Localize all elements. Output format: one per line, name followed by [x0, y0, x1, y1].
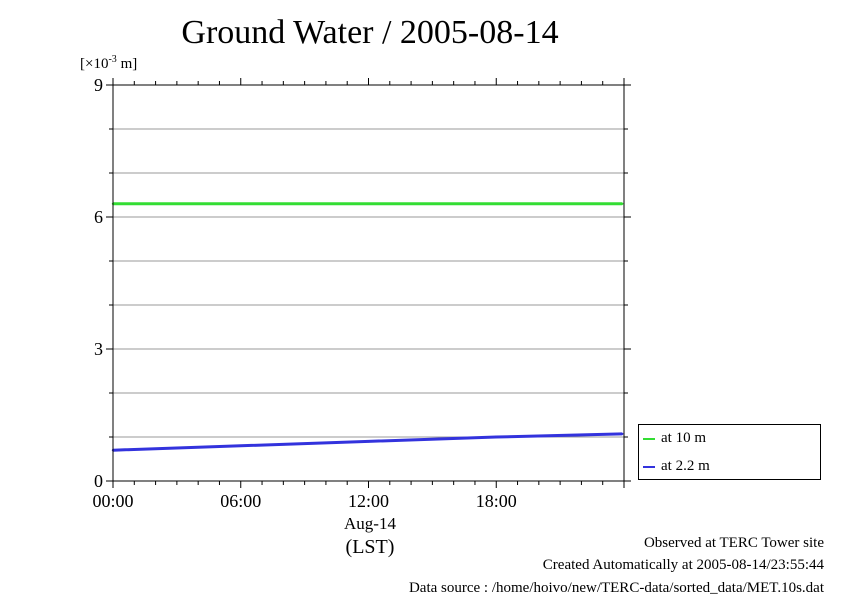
x-axis-title: (LST): [345, 536, 395, 558]
footer-data-source: Data source : /home/hoivo/new/TERC-data/…: [408, 580, 824, 596]
footer-created-note: Created Automatically at 2005-08-14/23:5…: [542, 557, 824, 573]
x-tick-label: 12:00: [348, 491, 389, 511]
legend-label-10m: at 10 m: [661, 430, 706, 446]
chart-legend: at 10 m at 2.2 m: [638, 424, 821, 480]
legend-item-2-2m: at 2.2 m: [643, 458, 710, 475]
legend-swatch-10m: [643, 437, 655, 440]
plot-frame: [112, 84, 625, 482]
y-tick-label: 3: [94, 339, 103, 359]
y-tick-label: 0: [94, 471, 103, 491]
footer-site-note: Observed at TERC Tower site: [643, 535, 824, 551]
legend-swatch-2-2m: [643, 465, 655, 468]
series-point: [367, 202, 370, 205]
x-tick-label: 06:00: [220, 491, 261, 511]
series-point: [495, 202, 498, 205]
x-tick-label: 18:00: [476, 491, 517, 511]
y-tick-label: 9: [94, 75, 103, 95]
chart-title: Ground Water / 2005-08-14: [181, 14, 559, 51]
series-point: [239, 444, 242, 447]
legend-item-10m: at 10 m: [643, 430, 706, 447]
x-tick-label: 00:00: [92, 491, 133, 511]
y-tick-label: 6: [94, 207, 103, 227]
legend-label-2-2m: at 2.2 m: [661, 458, 710, 474]
series-point: [621, 202, 624, 205]
series-point: [495, 435, 498, 439]
series-point: [239, 202, 242, 205]
series-point: [367, 440, 370, 443]
series-point: [621, 432, 624, 436]
y-axis-unit-label: [×10-3 m]: [80, 54, 138, 72]
x-axis-date-label: Aug-14: [344, 514, 396, 533]
